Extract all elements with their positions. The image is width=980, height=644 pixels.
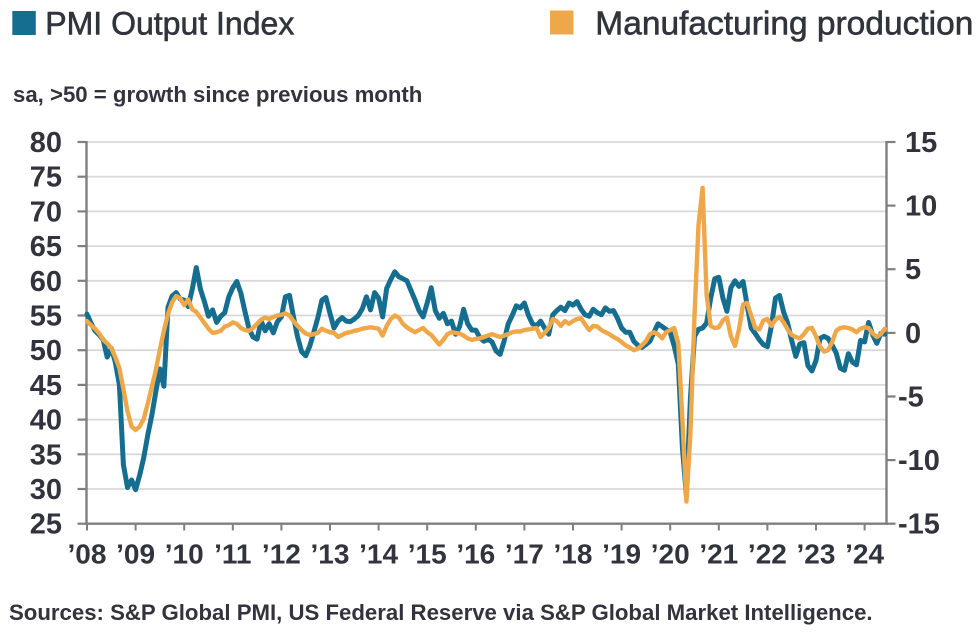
- svg-text:5: 5: [905, 254, 921, 286]
- svg-text:’17: ’17: [505, 539, 544, 570]
- svg-text:’10: ’10: [165, 539, 204, 570]
- svg-text:’14: ’14: [359, 539, 398, 570]
- svg-text:Manufacturing production: Manufacturing production: [595, 6, 973, 43]
- svg-text:15: 15: [905, 127, 937, 159]
- svg-text:’19: ’19: [602, 539, 641, 570]
- svg-text:’21: ’21: [699, 539, 738, 570]
- svg-text:’16: ’16: [456, 539, 495, 570]
- svg-text:’12: ’12: [262, 539, 301, 570]
- svg-text:-5: -5: [898, 382, 924, 414]
- svg-text:80: 80: [30, 127, 62, 159]
- svg-text:’11: ’11: [214, 539, 251, 570]
- svg-text:’24: ’24: [845, 539, 884, 570]
- svg-text:70: 70: [30, 196, 62, 228]
- svg-text:50: 50: [30, 335, 62, 367]
- svg-text:-15: -15: [898, 509, 940, 541]
- svg-text:-10: -10: [898, 445, 940, 477]
- svg-text:’13: ’13: [311, 539, 350, 570]
- svg-text:40: 40: [30, 405, 62, 437]
- svg-text:sa, >50 = growth since previou: sa, >50 = growth since previous month: [13, 82, 422, 107]
- svg-text:’18: ’18: [554, 539, 593, 570]
- svg-text:45: 45: [30, 370, 62, 402]
- svg-text:30: 30: [30, 474, 62, 506]
- svg-text:’15: ’15: [408, 539, 447, 570]
- svg-text:’09: ’09: [116, 539, 155, 570]
- svg-text:Sources: S&P Global PMI, US Fe: Sources: S&P Global PMI, US Federal Rese…: [9, 600, 873, 625]
- svg-text:PMI Output Index: PMI Output Index: [45, 6, 294, 42]
- svg-text:55: 55: [30, 301, 62, 333]
- svg-text:’08: ’08: [68, 539, 107, 570]
- svg-text:60: 60: [30, 266, 62, 298]
- svg-text:’22: ’22: [748, 539, 787, 570]
- svg-text:’20: ’20: [651, 539, 690, 570]
- svg-text:0: 0: [905, 318, 921, 350]
- svg-text:’23: ’23: [797, 539, 836, 570]
- svg-text:10: 10: [905, 191, 937, 223]
- svg-text:65: 65: [30, 231, 62, 263]
- svg-text:75: 75: [30, 162, 62, 194]
- svg-text:25: 25: [30, 509, 62, 541]
- svg-text:35: 35: [30, 439, 62, 471]
